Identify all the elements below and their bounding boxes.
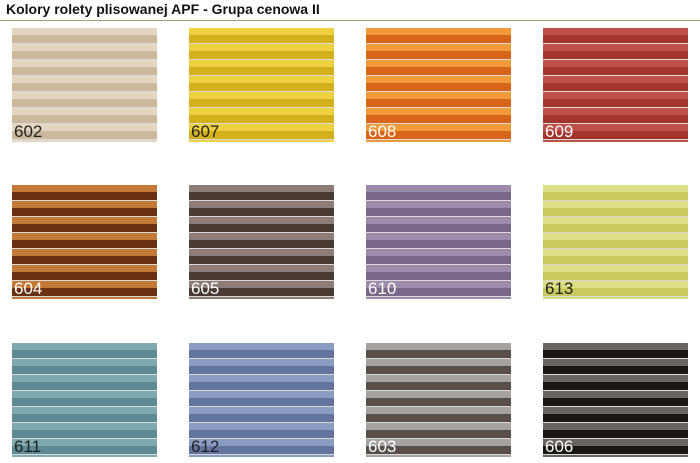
swatch-code-label: 610 (368, 279, 397, 298)
swatch-code-label: 606 (545, 437, 574, 456)
color-swatch-605[interactable]: 605 (189, 185, 334, 299)
color-swatch-610[interactable]: 610 (366, 185, 511, 299)
swatch-code-label: 608 (368, 122, 397, 141)
color-swatch-604[interactable]: 604 (12, 185, 157, 299)
title-divider (0, 20, 700, 21)
swatch-code-label: 612 (191, 437, 220, 456)
swatch-code-label: 611 (14, 437, 42, 456)
color-swatch-602[interactable]: 602 (12, 28, 157, 142)
color-swatch-603[interactable]: 603 (366, 343, 511, 457)
color-swatch-607[interactable]: 607 (189, 28, 334, 142)
swatch-code-label: 607 (191, 122, 220, 141)
swatch-code-label: 605 (191, 279, 220, 298)
swatch-code-label: 609 (545, 122, 574, 141)
swatch-code-label: 604 (14, 279, 43, 298)
color-swatch-612[interactable]: 612 (189, 343, 334, 457)
color-swatch-611[interactable]: 611 (12, 343, 157, 457)
color-swatch-608[interactable]: 608 (366, 28, 511, 142)
page-title: Kolory rolety plisowanej APF - Grupa cen… (6, 1, 320, 17)
swatch-code-label: 603 (368, 437, 397, 456)
swatch-code-label: 613 (545, 279, 574, 298)
color-swatch-606[interactable]: 606 (543, 343, 688, 457)
color-swatch-613[interactable]: 613 (543, 185, 688, 299)
swatch-code-label: 602 (14, 122, 43, 141)
color-swatch-609[interactable]: 609 (543, 28, 688, 142)
